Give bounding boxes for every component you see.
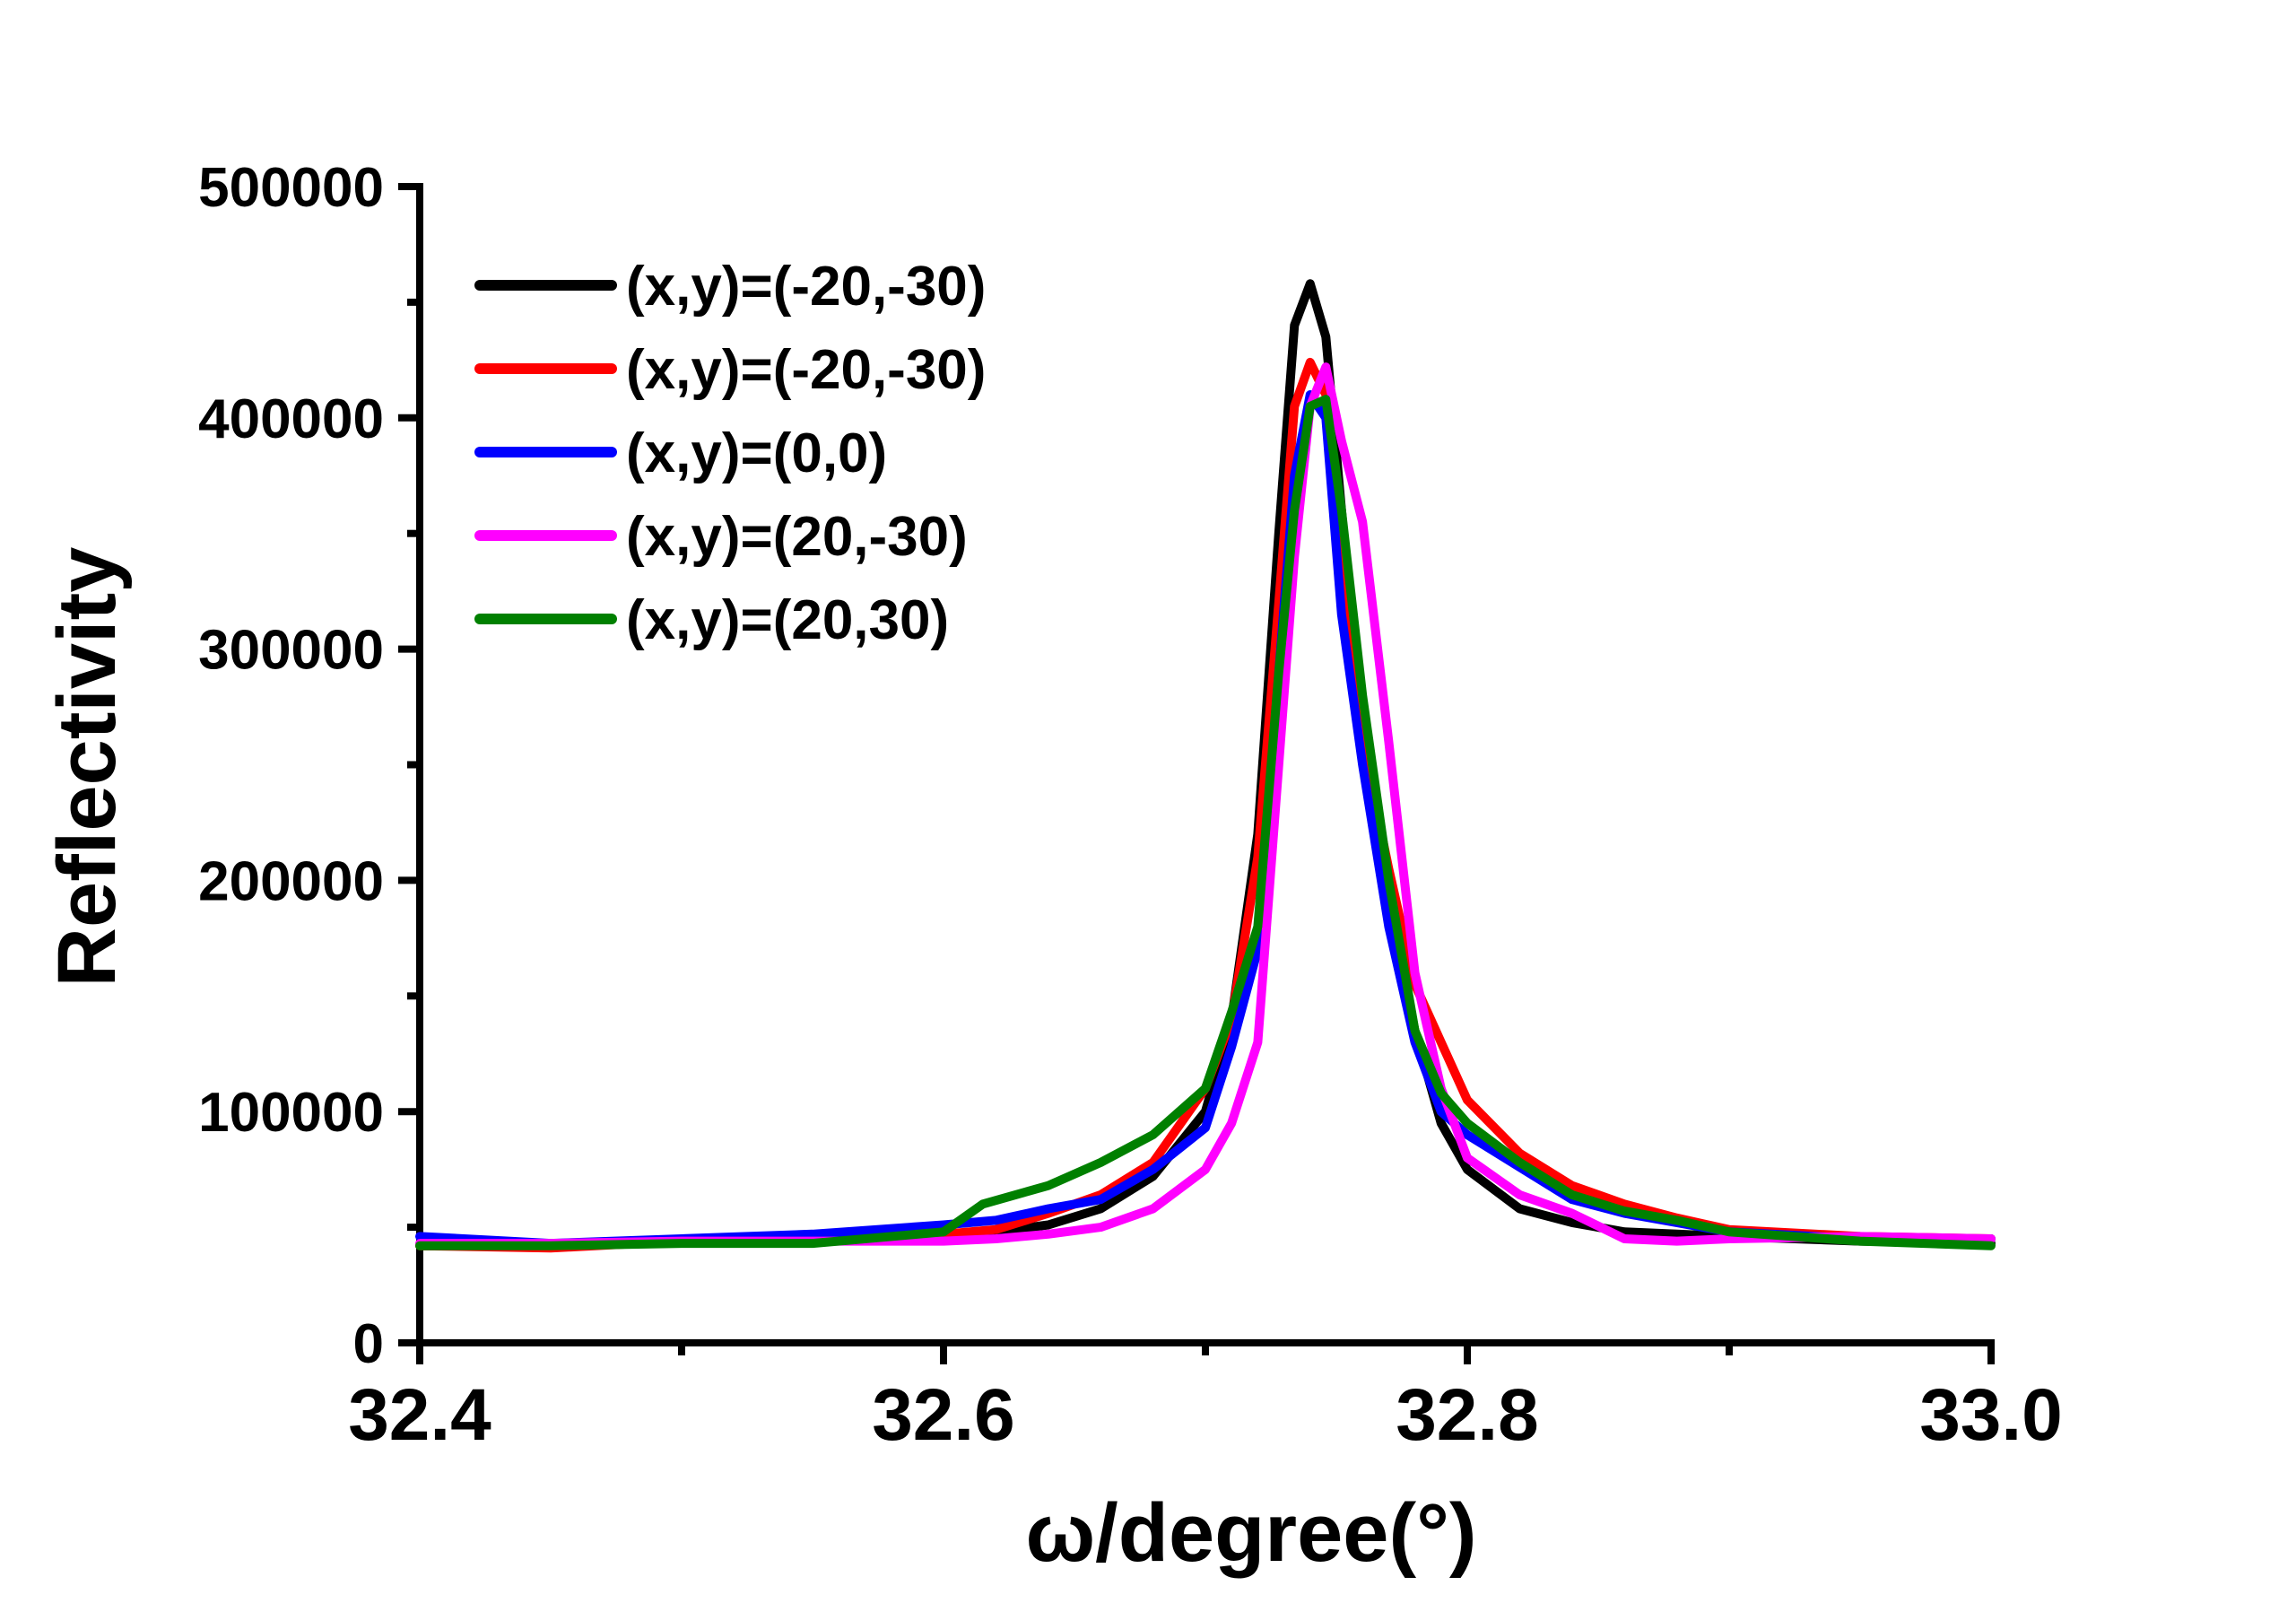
y-tick-label: 400000 bbox=[198, 388, 384, 450]
y-tick-label: 300000 bbox=[198, 620, 384, 682]
y-axis-title: Reflectivity bbox=[41, 547, 133, 988]
series-layer bbox=[415, 279, 1996, 1253]
axes: 0 100000 200000 300000 400000 500000 32.4 32.6 3… bbox=[198, 157, 2063, 1456]
x-tick-label: 32.8 bbox=[1396, 1374, 1539, 1456]
legend-label-4: (x,y)=(20,-30) bbox=[626, 506, 968, 568]
y-tick-label: 0 bbox=[353, 1313, 384, 1375]
x-tick-label: 33.0 bbox=[1919, 1374, 2063, 1456]
legend-label-3: (x,y)=(0,0) bbox=[626, 423, 887, 484]
series-line-2 bbox=[415, 357, 1996, 1253]
legend: (x,y)=(-20,-30) (x,y)=(-20,-30) (x,y)=(0,0… bbox=[474, 256, 986, 651]
legend-label-1: (x,y)=(-20,-30) bbox=[626, 256, 986, 318]
x-tick-label: 32.4 bbox=[348, 1374, 491, 1456]
legend-label-2: (x,y)=(-20,-30) bbox=[626, 339, 986, 401]
y-tick-label: 500000 bbox=[198, 157, 384, 219]
x-tick-label: 32.6 bbox=[872, 1374, 1015, 1456]
y-tick-label: 200000 bbox=[198, 850, 384, 912]
legend-label-5: (x,y)=(20,30) bbox=[626, 589, 949, 651]
x-axis-title: ω/degree(°) bbox=[1025, 1487, 1476, 1579]
y-tick-label: 100000 bbox=[198, 1082, 384, 1144]
series-line-5 bbox=[415, 395, 1996, 1250]
